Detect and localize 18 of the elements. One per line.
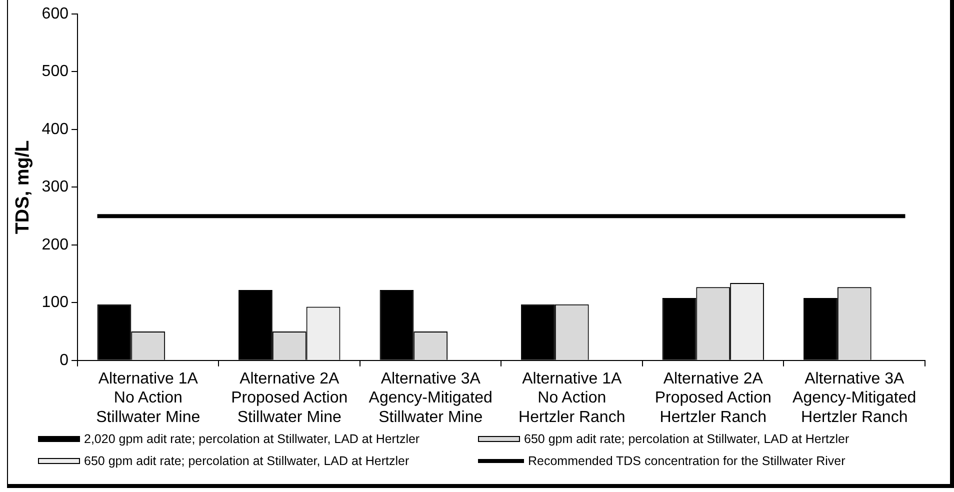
x-tick-label: Alternative 2A Proposed Action Hertzler Ranch: [654, 370, 772, 426]
x-tick-label: Alternative 3A Agency-Mitigated Stillwater Mine: [368, 370, 492, 426]
x-tick-label: Alternative 2A Proposed Action Stillwater Mine: [231, 370, 348, 426]
y-tick-label: 400: [42, 120, 69, 138]
x-tick-label: Alternative 3A Agency-Mitigated Hertzler Ranch: [792, 370, 916, 426]
y-tick-label: 0: [60, 352, 69, 369]
x-tick-label: Alternative 1A No Action Stillwater Mine: [96, 370, 200, 426]
legend-label: 2,020 gpm adit rate; percolation at Stillwater, LAD at Hertzler: [84, 432, 420, 446]
y-tick-label: 100: [42, 294, 69, 312]
y-tick-label: 300: [42, 178, 69, 196]
y-tick-label: 600: [42, 5, 69, 22]
y-tick-label: 200: [42, 236, 69, 254]
legend-label: 650 gpm adit rate; percolation at Stillwater, LAD at Hertzler: [84, 454, 410, 468]
legend-label: 650 gpm adit rate; percolation at Stillwater, LAD at Hertzler: [524, 432, 850, 446]
y-tick-label: 500: [42, 63, 69, 80]
legend-label: Recommended TDS concentration for the Stillwater River: [528, 454, 846, 468]
y-axis-title: TDS, mg/L: [12, 140, 34, 234]
x-tick-label: Alternative 1A No Action Hertzler Ranch: [518, 370, 626, 426]
